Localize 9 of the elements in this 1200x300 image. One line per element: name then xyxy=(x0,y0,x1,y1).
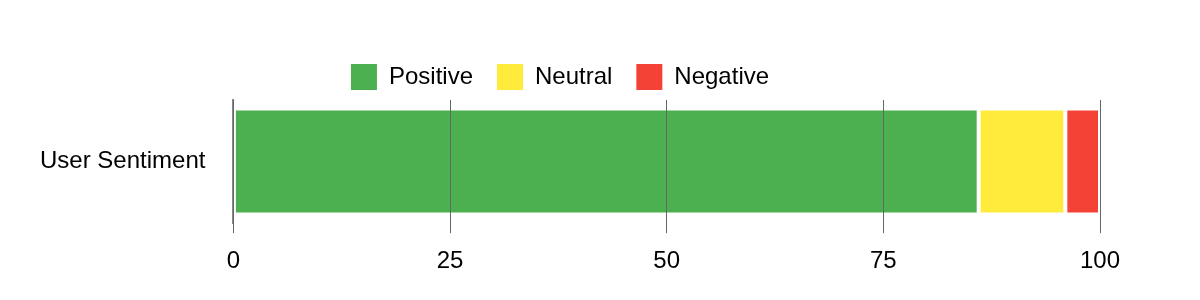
x-tick-label: 75 xyxy=(870,246,897,274)
legend-label: Neutral xyxy=(534,61,613,89)
x-tick-label: 50 xyxy=(653,246,681,274)
x-tick-label: 25 xyxy=(436,246,464,274)
legend-label: Negative xyxy=(674,61,770,89)
legend-label: Positive xyxy=(388,61,473,89)
y-tick-label: User Sentiment xyxy=(39,146,206,174)
x-tick-label: 100 xyxy=(1079,246,1121,274)
x-tick-label: 0 xyxy=(226,246,241,274)
